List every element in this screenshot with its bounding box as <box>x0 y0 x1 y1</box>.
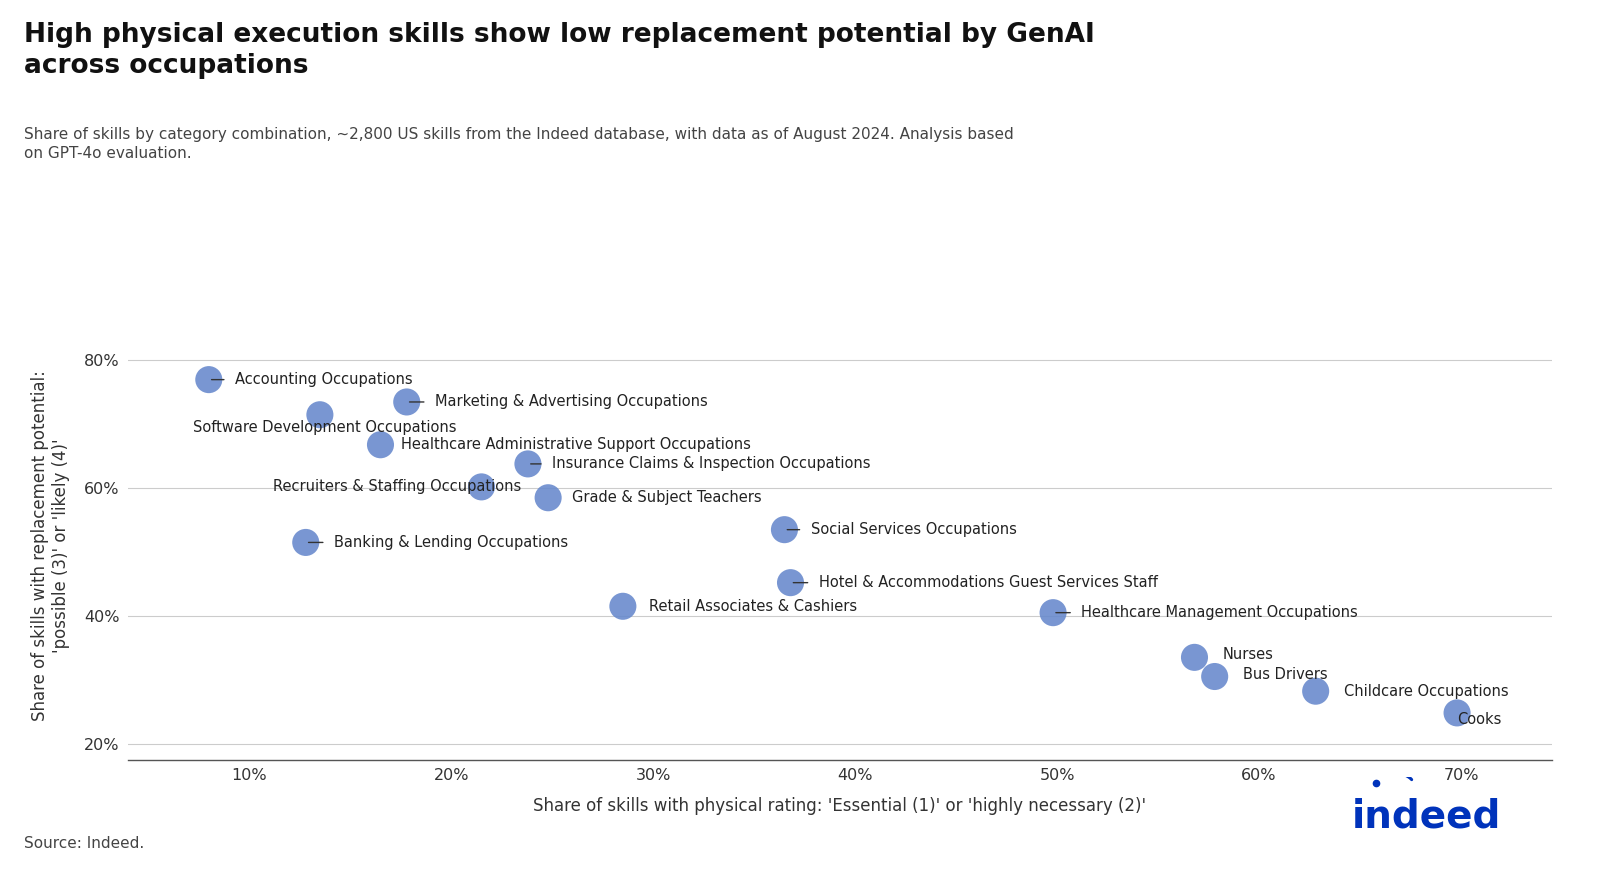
Point <box>1202 670 1227 684</box>
Text: Software Development Occupations: Software Development Occupations <box>192 420 456 435</box>
Text: Healthcare Administrative Support Occupations: Healthcare Administrative Support Occupa… <box>400 437 750 452</box>
Point <box>469 480 494 494</box>
Point <box>536 491 562 505</box>
Text: Insurance Claims & Inspection Occupations: Insurance Claims & Inspection Occupation… <box>531 457 870 471</box>
Text: Childcare Occupations: Childcare Occupations <box>1344 684 1509 698</box>
Point <box>1040 606 1066 620</box>
Point <box>1445 706 1470 720</box>
Text: Accounting Occupations: Accounting Occupations <box>211 372 413 387</box>
Point <box>771 523 797 537</box>
Text: Banking & Lending Occupations: Banking & Lending Occupations <box>309 535 568 550</box>
Point <box>515 457 541 471</box>
Text: High physical execution skills show low replacement potential by GenAI
across oc: High physical execution skills show low … <box>24 22 1094 79</box>
Point <box>394 395 419 409</box>
X-axis label: Share of skills with physical rating: 'Essential (1)' or 'highly necessary (2)': Share of skills with physical rating: 'E… <box>533 797 1147 815</box>
Text: Healthcare Management Occupations: Healthcare Management Occupations <box>1056 605 1358 620</box>
Point <box>368 437 394 451</box>
Text: Social Services Occupations: Social Services Occupations <box>787 522 1016 537</box>
Text: Retail Associates & Cashiers: Retail Associates & Cashiers <box>650 599 858 614</box>
Text: Grade & Subject Teachers: Grade & Subject Teachers <box>573 491 762 505</box>
Point <box>1182 650 1208 664</box>
Point <box>293 535 318 549</box>
Point <box>778 575 803 589</box>
Point <box>307 408 333 422</box>
Text: Nurses: Nurses <box>1222 647 1274 662</box>
Text: Recruiters & Staffing Occupations: Recruiters & Staffing Occupations <box>274 479 522 494</box>
Text: Share of skills by category combination, ~2,800 US skills from the Indeed databa: Share of skills by category combination,… <box>24 127 1014 162</box>
Text: Hotel & Accommodations Guest Services Staff: Hotel & Accommodations Guest Services St… <box>794 575 1158 590</box>
Point <box>1302 684 1328 698</box>
Text: Bus Drivers: Bus Drivers <box>1243 667 1328 682</box>
Text: Cooks: Cooks <box>1458 711 1501 727</box>
Point <box>195 373 221 387</box>
Point <box>610 599 635 613</box>
Y-axis label: Share of skills with replacement potential:
'possible (3)' or 'likely (4)': Share of skills with replacement potenti… <box>32 370 70 721</box>
Text: Marketing & Advertising Occupations: Marketing & Advertising Occupations <box>410 395 707 409</box>
Text: indeed: indeed <box>1352 797 1501 835</box>
Text: Source: Indeed.: Source: Indeed. <box>24 836 144 851</box>
